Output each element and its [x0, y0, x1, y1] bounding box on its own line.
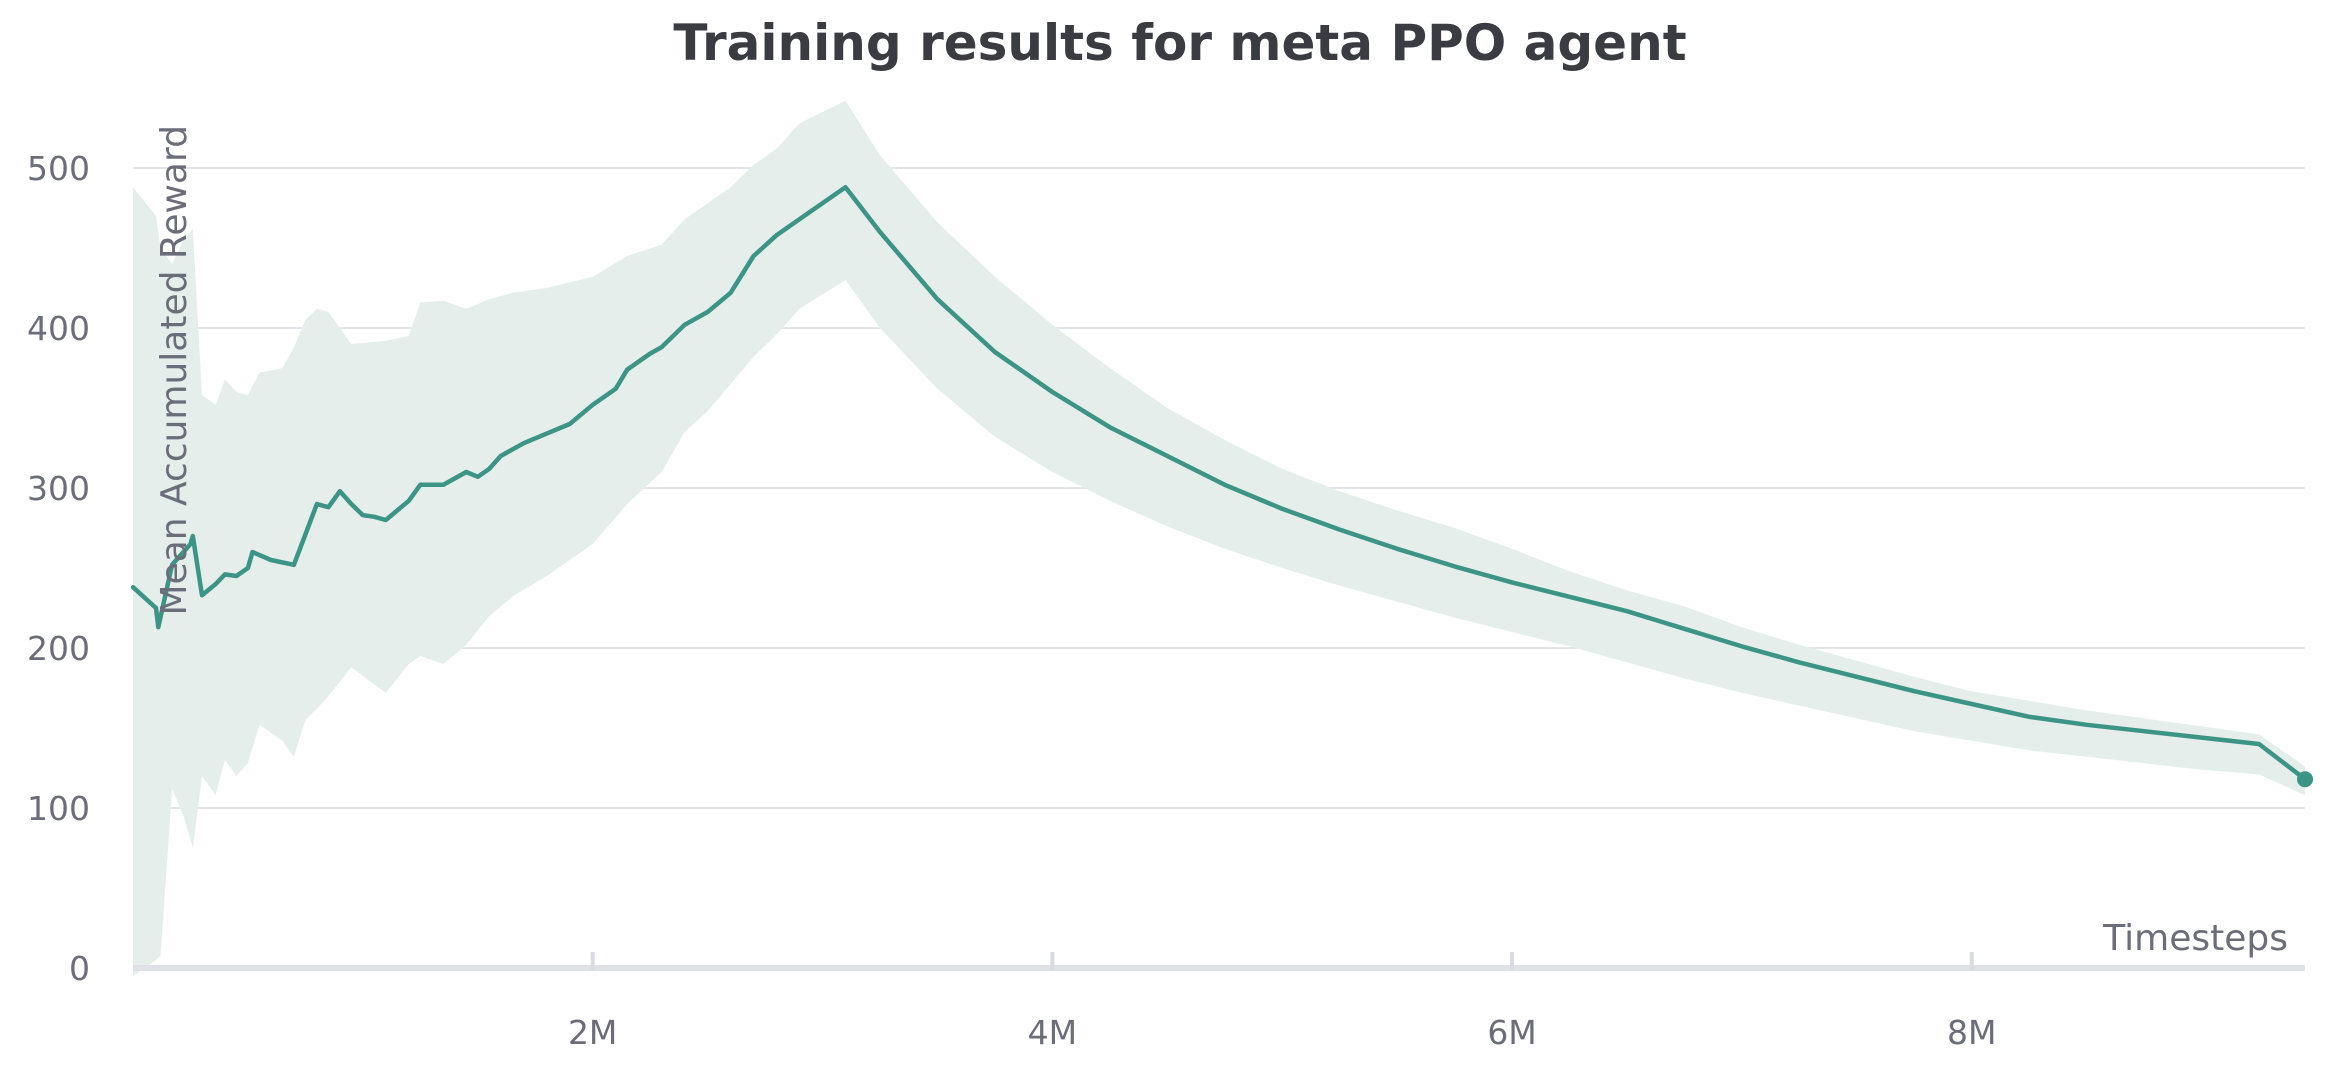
- y-tick-label: 0: [69, 949, 90, 988]
- x-tick-label: 4M: [1028, 1013, 1077, 1052]
- x-tick-label: 2M: [568, 1013, 617, 1052]
- y-tick-label: 100: [27, 789, 90, 828]
- axes: 0 100 200 300 400 500 2M 4M 6M 8M: [27, 149, 2305, 1052]
- x-axis-label: Timesteps: [2102, 918, 2288, 959]
- confidence-band-area: [133, 100, 2305, 977]
- series-line: [130, 184, 2308, 782]
- y-tick-label: 400: [27, 309, 90, 348]
- series-endpoint-marker: [2297, 771, 2313, 788]
- y-tick-label: 300: [27, 469, 90, 508]
- chart-title: Training results for meta PPO agent: [673, 14, 1686, 72]
- series-line-group: [130, 184, 2313, 788]
- confidence-band: [133, 100, 2305, 977]
- x-tick-label: 8M: [1947, 1013, 1996, 1052]
- x-tick-label: 6M: [1487, 1013, 1536, 1052]
- y-tick-label: 200: [27, 629, 90, 668]
- y-axis-label: Mean Accumulated Reward: [154, 125, 195, 616]
- y-tick-label: 500: [27, 149, 90, 188]
